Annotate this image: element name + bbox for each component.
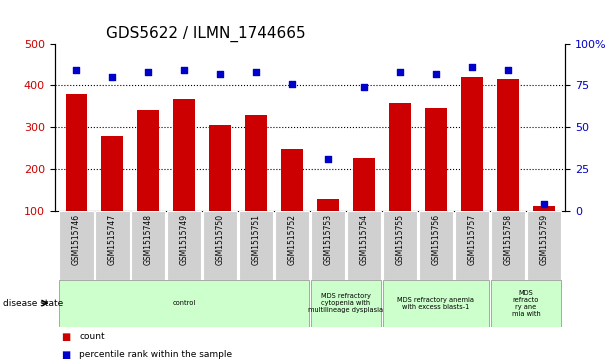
Text: GSM1515753: GSM1515753 xyxy=(323,214,333,265)
Text: ■: ■ xyxy=(61,350,70,360)
Text: GSM1515746: GSM1515746 xyxy=(72,214,81,265)
Bar xyxy=(311,211,345,280)
Bar xyxy=(203,211,238,280)
Bar xyxy=(102,136,123,211)
Point xyxy=(395,69,405,75)
Bar xyxy=(533,206,554,211)
Text: GSM1515752: GSM1515752 xyxy=(288,214,297,265)
Bar xyxy=(131,211,165,280)
Text: GSM1515749: GSM1515749 xyxy=(180,214,188,265)
Text: GSM1515750: GSM1515750 xyxy=(216,214,225,265)
Bar xyxy=(66,94,87,211)
Text: GSM1515754: GSM1515754 xyxy=(359,214,368,265)
Text: disease state: disease state xyxy=(3,299,63,307)
Bar xyxy=(282,149,303,211)
Point xyxy=(359,84,369,90)
Point xyxy=(503,68,513,73)
Point xyxy=(539,201,549,207)
Bar xyxy=(419,211,453,280)
Bar xyxy=(353,158,375,211)
Bar xyxy=(461,77,483,211)
Bar xyxy=(491,280,561,327)
Text: GSM1515751: GSM1515751 xyxy=(252,214,261,265)
Point xyxy=(323,156,333,162)
Bar xyxy=(491,211,525,280)
Text: GSM1515755: GSM1515755 xyxy=(395,214,404,265)
Point xyxy=(215,71,225,77)
Text: GSM1515759: GSM1515759 xyxy=(539,214,548,265)
Text: GSM1515748: GSM1515748 xyxy=(143,214,153,265)
Text: GSM1515747: GSM1515747 xyxy=(108,214,117,265)
Bar xyxy=(455,211,489,280)
Bar xyxy=(497,79,519,211)
Bar xyxy=(527,211,561,280)
Text: GSM1515756: GSM1515756 xyxy=(432,214,440,265)
Text: ■: ■ xyxy=(61,332,70,342)
Text: GSM1515757: GSM1515757 xyxy=(468,214,477,265)
Bar xyxy=(167,211,201,280)
Bar xyxy=(59,280,309,327)
Point xyxy=(467,64,477,70)
Bar xyxy=(317,199,339,211)
Text: GSM1515758: GSM1515758 xyxy=(503,214,513,265)
Bar xyxy=(209,125,231,211)
Point xyxy=(431,71,441,77)
Text: MDS refractory anemia
with excess blasts-1: MDS refractory anemia with excess blasts… xyxy=(398,297,474,310)
Bar xyxy=(275,211,309,280)
Point xyxy=(108,74,117,80)
Bar xyxy=(173,99,195,211)
Bar xyxy=(239,211,274,280)
Point xyxy=(143,69,153,75)
Text: percentile rank within the sample: percentile rank within the sample xyxy=(79,350,232,359)
Bar xyxy=(425,108,447,211)
Bar xyxy=(59,211,94,280)
Bar xyxy=(246,115,267,211)
Text: GDS5622 / ILMN_1744665: GDS5622 / ILMN_1744665 xyxy=(106,26,305,42)
Bar xyxy=(382,280,489,327)
Bar xyxy=(95,211,130,280)
Bar xyxy=(137,110,159,211)
Text: MDS
refracto
ry ane
mia with: MDS refracto ry ane mia with xyxy=(511,290,541,317)
Bar xyxy=(347,211,381,280)
Bar xyxy=(382,211,417,280)
Point xyxy=(71,68,81,73)
Point xyxy=(287,81,297,86)
Point xyxy=(179,68,189,73)
Point xyxy=(251,69,261,75)
Text: control: control xyxy=(173,300,196,306)
Text: count: count xyxy=(79,332,105,341)
Bar xyxy=(389,103,411,211)
Bar xyxy=(311,280,381,327)
Text: MDS refractory
cytopenia with
multilineage dysplasia: MDS refractory cytopenia with multilinea… xyxy=(308,293,384,313)
